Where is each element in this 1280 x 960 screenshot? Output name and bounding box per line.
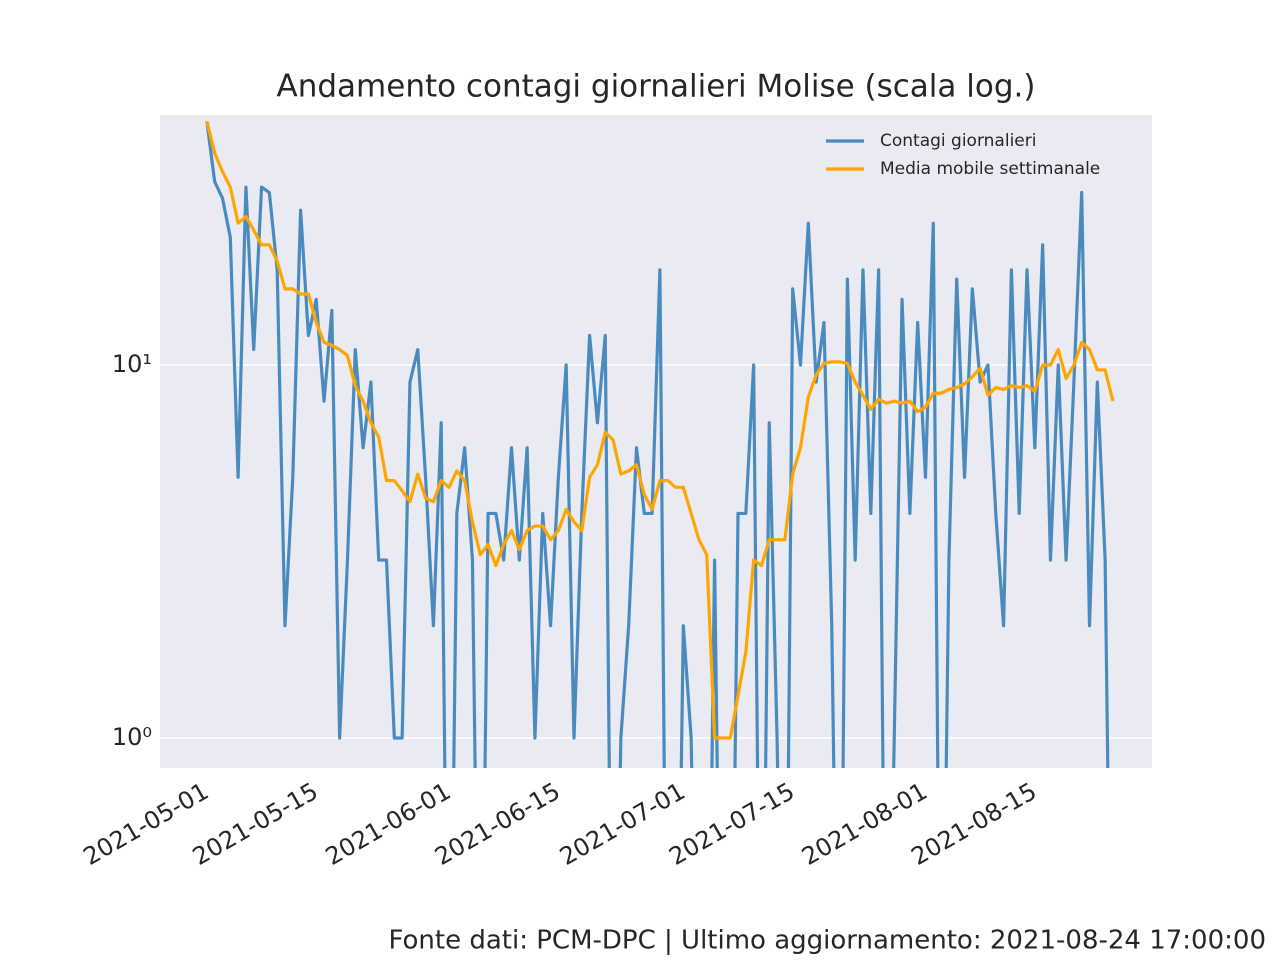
x-tick-label: 2021-07-15 (664, 777, 799, 871)
x-tick-label: 2021-08-15 (907, 777, 1042, 871)
y-tick-label: 10¹ (112, 350, 152, 378)
legend-label: Contagi giornalieri (880, 131, 1036, 151)
chart-title: Andamento contagi giornalieri Molise (sc… (277, 69, 1036, 105)
x-tick-label: 2021-06-15 (430, 777, 565, 871)
source-note: Fonte dati: PCM-DPC | Ultimo aggiornamen… (389, 926, 1267, 956)
plot-area (160, 115, 1152, 768)
y-tick-label: 10⁰ (112, 723, 152, 751)
series-line (205, 120, 1115, 740)
lines (205, 120, 1115, 768)
series-line (205, 121, 1110, 768)
x-tick-label: 2021-05-15 (188, 777, 323, 871)
legend-label: Media mobile settimanale (880, 159, 1100, 179)
legend: Contagi giornalieri Media mobile settiman… (826, 131, 1100, 179)
